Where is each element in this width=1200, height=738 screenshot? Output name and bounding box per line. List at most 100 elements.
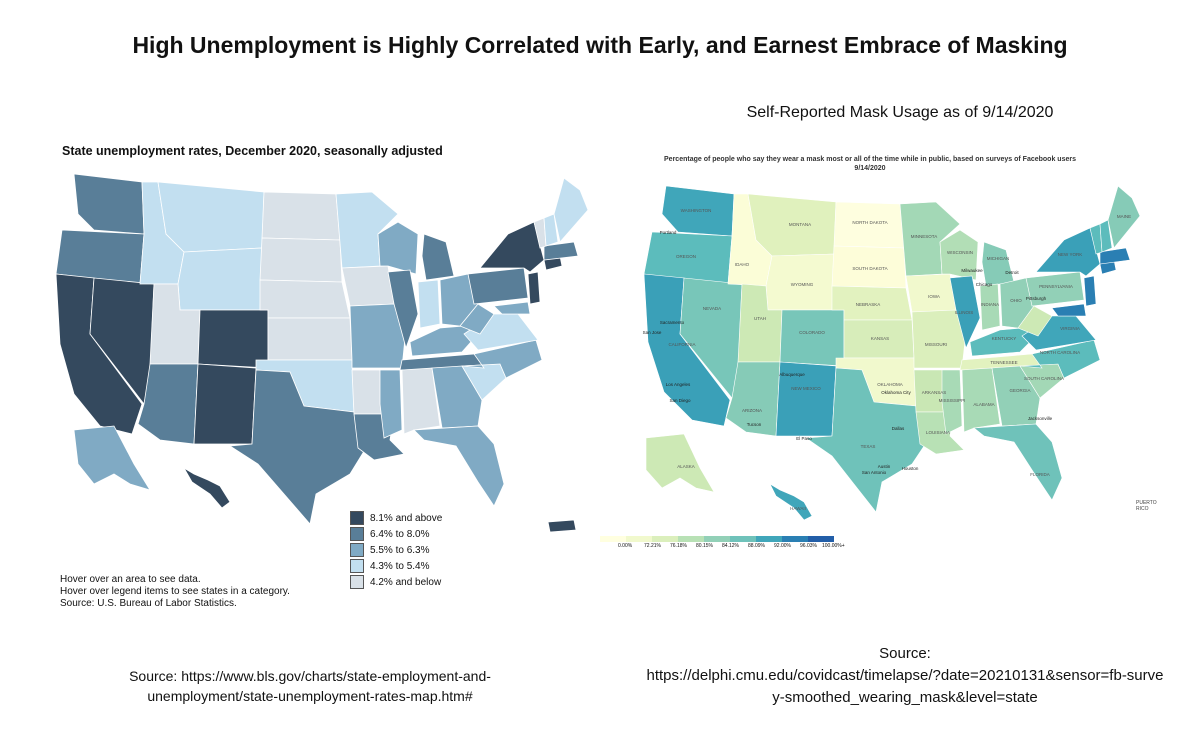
state-maine[interactable]: [1107, 185, 1141, 249]
state-pennsylvania[interactable]: [1025, 271, 1085, 307]
legend-item[interactable]: 4.3% to 5.4%: [350, 558, 442, 574]
state-kansas[interactable]: [267, 317, 353, 361]
state-michigan[interactable]: [421, 233, 455, 281]
state-georgia[interactable]: [991, 365, 1041, 427]
state-washington[interactable]: [661, 185, 735, 237]
state-montana[interactable]: [157, 181, 265, 253]
state-label: IDAHO: [735, 262, 750, 267]
state-maryland[interactable]: [493, 301, 531, 315]
state-label: SOUTH DAKOTA: [852, 266, 887, 271]
legend-tick: 96.03%: [800, 543, 817, 549]
state-new-jersey[interactable]: [1083, 275, 1097, 307]
state-washington[interactable]: [73, 173, 145, 235]
state-florida[interactable]: [973, 423, 1063, 501]
state-colorado[interactable]: [197, 309, 269, 369]
state-georgia[interactable]: [431, 365, 483, 429]
legend-item[interactable]: 4.2% and below: [350, 574, 442, 590]
legend-bin[interactable]: [652, 536, 678, 542]
state-label: OHIO: [1010, 298, 1022, 303]
state-north-dakota[interactable]: [833, 201, 905, 249]
state-colorado[interactable]: [779, 309, 845, 367]
state-west-virginia[interactable]: [1017, 305, 1053, 337]
state-label: OKLAHOMA: [877, 382, 903, 387]
legend-bin[interactable]: [756, 536, 782, 542]
state-label: ARKANSAS: [922, 390, 947, 395]
state-michigan[interactable]: [981, 241, 1015, 287]
state-indiana[interactable]: [979, 283, 1001, 331]
legend-bin[interactable]: [678, 536, 704, 542]
state-texas[interactable]: [805, 367, 929, 513]
legend-label: 5.5% to 6.3%: [370, 544, 430, 556]
puerto-rico[interactable]: [547, 519, 577, 533]
state-label: MICHIGAN: [987, 256, 1010, 261]
state-illinois[interactable]: [387, 269, 419, 350]
state-texas[interactable]: [228, 369, 367, 525]
note-line: Source: U.S. Bureau of Labor Statistics.: [60, 598, 237, 609]
legend-item[interactable]: 8.1% and above: [350, 510, 442, 526]
state-new-jersey[interactable]: [527, 271, 541, 305]
legend-item[interactable]: 6.4% to 8.0%: [350, 526, 442, 542]
page-title: High Unemployment is Highly Correlated w…: [132, 32, 1068, 58]
state-label: NORTH CAROLINA: [1040, 350, 1080, 355]
state-alaska[interactable]: [645, 433, 715, 493]
state-south-dakota[interactable]: [259, 237, 343, 283]
mask-legend-ticks: 0.00% 72.21% 76.18% 80.15% 84.12% 88.09%…: [600, 543, 845, 551]
state-label: KENTUCKY: [992, 336, 1017, 341]
state-kentucky[interactable]: [409, 325, 479, 357]
state-label: COLORADO: [799, 330, 825, 335]
state-alabama[interactable]: [401, 367, 441, 435]
state-massachusetts[interactable]: [1099, 247, 1131, 265]
state-new-york[interactable]: [479, 221, 545, 273]
unemployment-map-panel: State unemployment rates, December 2020,…: [54, 136, 594, 616]
city-label: El Paso: [796, 436, 812, 441]
legend-bin[interactable]: [782, 536, 808, 542]
state-nebraska[interactable]: [259, 279, 351, 319]
state-alaska[interactable]: [73, 425, 151, 491]
state-west-virginia[interactable]: [459, 303, 495, 335]
state-iowa[interactable]: [905, 273, 957, 313]
state-pennsylvania[interactable]: [467, 267, 529, 305]
state-new-mexico[interactable]: [193, 363, 257, 445]
state-north-carolina[interactable]: [1019, 339, 1101, 379]
state-hawaii[interactable]: [769, 483, 813, 521]
state-wisconsin[interactable]: [939, 229, 979, 281]
state-missouri[interactable]: [911, 309, 967, 369]
city-label: Milwaukee: [961, 268, 983, 273]
state-new-hampshire[interactable]: [543, 213, 559, 247]
unemployment-legend: 8.1% and above 6.4% to 8.0% 5.5% to 6.3%…: [350, 510, 442, 590]
state-indiana[interactable]: [417, 279, 441, 329]
legend-swatch: [350, 575, 364, 589]
legend-bin[interactable]: [808, 536, 834, 542]
state-wyoming[interactable]: [177, 247, 263, 311]
city-label: Houston: [902, 466, 919, 471]
legend-bin[interactable]: [626, 536, 652, 542]
state-florida[interactable]: [413, 425, 505, 507]
state-illinois[interactable]: [949, 275, 981, 349]
state-massachusetts[interactable]: [543, 241, 579, 261]
state-alabama[interactable]: [961, 367, 1001, 433]
state-mississippi[interactable]: [379, 369, 403, 439]
state-label: NEBRASKA: [856, 302, 881, 307]
state-kentucky[interactable]: [969, 327, 1037, 357]
state-north-carolina[interactable]: [461, 339, 543, 379]
state-maine[interactable]: [553, 177, 589, 243]
state-mississippi[interactable]: [941, 369, 963, 435]
state-label: KANSAS: [871, 336, 889, 341]
state-label: MISSOURI: [925, 342, 947, 347]
legend-tick: 100.00%+: [822, 543, 845, 549]
state-iowa[interactable]: [341, 265, 395, 307]
legend-tick: 92.00%: [774, 543, 791, 549]
state-north-dakota[interactable]: [261, 191, 341, 241]
state-label: TEXAS: [861, 444, 876, 449]
state-new-hampshire[interactable]: [1099, 219, 1113, 253]
legend-label: 4.2% and below: [370, 576, 442, 588]
legend-bin[interactable]: [730, 536, 756, 542]
state-maryland[interactable]: [1051, 303, 1087, 317]
legend-bin[interactable]: [704, 536, 730, 542]
legend-item[interactable]: 5.5% to 6.3%: [350, 542, 442, 558]
state-wisconsin[interactable]: [377, 221, 419, 275]
legend-bin[interactable]: [600, 536, 626, 542]
state-hawaii[interactable]: [182, 466, 231, 509]
state-label: WISCONSIN: [947, 250, 973, 255]
state-label: PENNSYLVANIA: [1039, 284, 1073, 289]
